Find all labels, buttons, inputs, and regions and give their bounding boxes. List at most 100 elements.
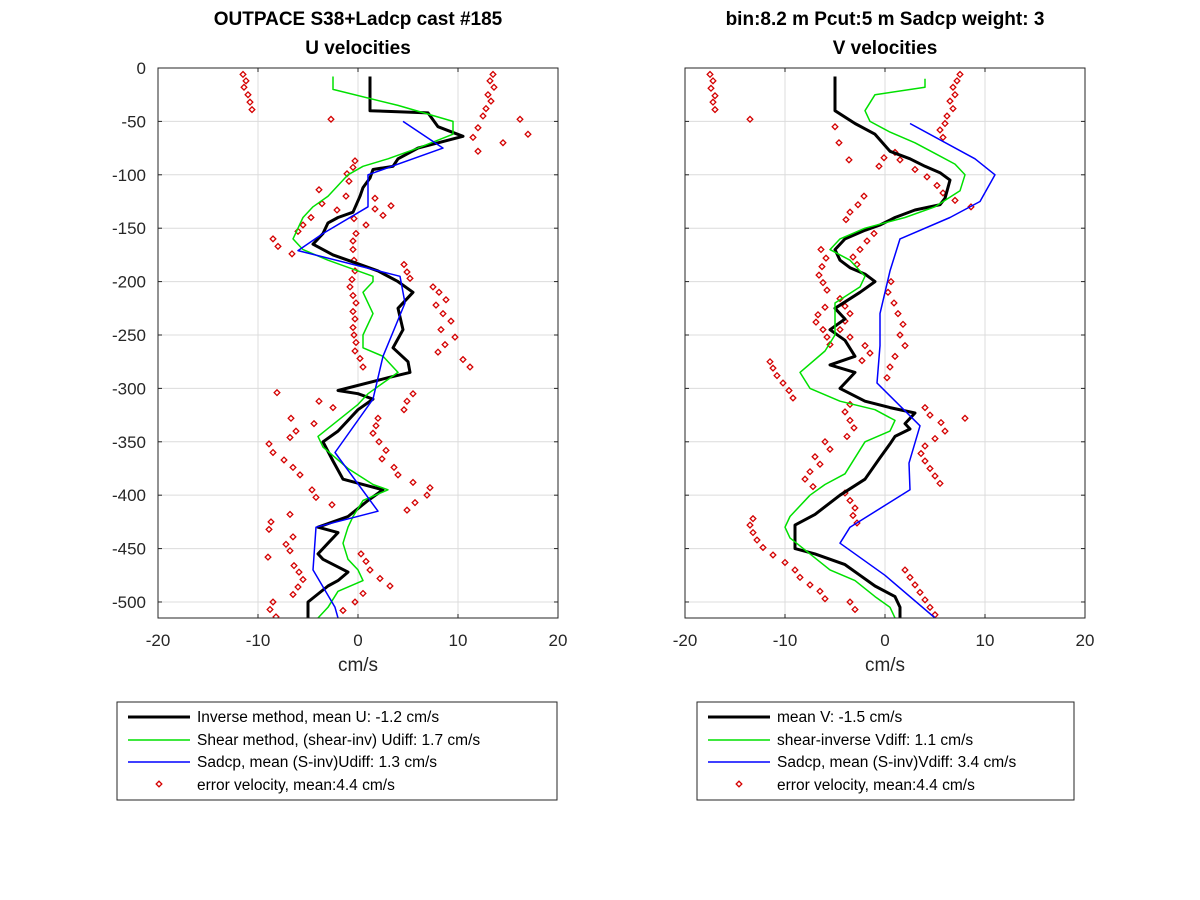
v-error-velocity-point xyxy=(926,464,934,473)
v-inverse-line xyxy=(793,76,952,618)
v-error-velocity-point xyxy=(711,92,719,100)
u-error-velocity-point xyxy=(333,206,341,214)
v-error-velocity-point xyxy=(846,309,854,318)
u-error-velocity-point xyxy=(307,213,315,222)
u-x-tick-label: 10 xyxy=(449,631,468,650)
u-error-velocity-point xyxy=(490,83,498,91)
u-error-velocity-point xyxy=(374,414,382,423)
u-plot-area xyxy=(239,70,532,618)
v-error-velocity-point xyxy=(846,333,854,341)
v-error-velocity-point xyxy=(916,588,924,597)
u-error-velocity-point xyxy=(469,133,477,142)
v-error-velocity-point xyxy=(822,254,830,262)
u-error-velocity-point xyxy=(244,90,252,99)
u-error-velocity-point xyxy=(362,557,370,566)
v-x-tick-label: 0 xyxy=(880,631,889,650)
u-panel-title-line2: U velocities xyxy=(305,38,411,59)
v-error-velocity-point xyxy=(846,496,854,505)
v-legend-label-sadcp: Sadcp, mean (S-inv)Vdiff: 3.4 cm/s xyxy=(777,754,1016,771)
v-error-velocity-point xyxy=(931,472,939,480)
v-error-velocity-point xyxy=(858,356,866,365)
u-error-velocity-point xyxy=(372,422,380,430)
u-error-velocity-point xyxy=(411,498,419,507)
v-error-velocity-point xyxy=(789,394,797,402)
v-error-velocity-point xyxy=(821,595,829,603)
v-error-velocity-point xyxy=(746,115,754,124)
u-error-velocity-point xyxy=(366,566,374,574)
v-legend-label-error: error velocity, mean:4.4 cm/s xyxy=(777,777,975,794)
v-error-velocity-point xyxy=(849,511,857,520)
v-error-velocity-point xyxy=(870,229,878,238)
v-error-velocity-point xyxy=(937,418,945,427)
v-error-velocity-point xyxy=(949,104,957,113)
v-error-velocity-point xyxy=(861,341,869,350)
u-error-velocity-point xyxy=(439,309,447,318)
v-error-velocity-point xyxy=(843,432,851,441)
u-error-velocity-point xyxy=(273,388,281,397)
u-error-velocity-point xyxy=(403,397,411,405)
v-error-velocity-point xyxy=(711,105,719,114)
v-error-velocity-point xyxy=(891,352,899,361)
v-error-velocity-point xyxy=(851,504,859,512)
u-sadcp-line xyxy=(297,120,444,618)
u-y-tick-label: -100 xyxy=(112,166,146,185)
v-error-velocity-point xyxy=(709,98,717,106)
u-error-velocity-point xyxy=(378,455,386,463)
v-x-tick-label: -20 xyxy=(673,631,698,650)
u-error-velocity-point xyxy=(349,291,357,300)
v-x-tick-label: 20 xyxy=(1076,631,1095,650)
v-error-velocity-point xyxy=(896,331,904,339)
v-error-velocity-point xyxy=(854,200,862,209)
v-error-velocity-point xyxy=(806,467,814,476)
v-error-velocity-point xyxy=(911,165,919,174)
v-error-velocity-point xyxy=(880,153,888,162)
v-error-velocity-point xyxy=(951,90,959,99)
v-error-velocity-point xyxy=(939,189,947,197)
v-error-velocity-point xyxy=(781,558,789,567)
u-error-velocity-point xyxy=(359,363,367,371)
v-x-tick-label: 10 xyxy=(976,631,995,650)
v-error-velocity-point xyxy=(826,445,834,454)
v-panel-title-line1: bin:8.2 m Pcut:5 m Sadcp weight: 3 xyxy=(726,9,1045,30)
v-x-tick-label: -10 xyxy=(773,631,798,650)
u-error-velocity-point xyxy=(312,493,320,502)
v-error-velocity-point xyxy=(883,373,891,382)
v-error-velocity-point xyxy=(801,475,809,483)
v-panel-title-line2: V velocities xyxy=(833,38,938,59)
v-error-velocity-point xyxy=(863,237,871,245)
u-x-tick-label: 0 xyxy=(353,631,362,650)
u-error-velocity-point xyxy=(289,590,297,599)
u-error-velocity-point xyxy=(351,157,359,165)
u-error-velocity-point xyxy=(240,83,248,91)
u-y-tick-label: -350 xyxy=(112,433,146,452)
v-error-velocity-point xyxy=(923,173,931,181)
u-legend-swatch-error xyxy=(155,780,163,788)
v-error-velocity-point xyxy=(886,363,894,371)
u-error-velocity-point xyxy=(382,446,390,455)
v-legend-swatch-error xyxy=(735,780,743,788)
v-legend-label-shear: shear-inverse Vdiff: 1.1 cm/s xyxy=(777,732,973,749)
u-error-velocity-point xyxy=(487,97,495,105)
v-error-velocity-point xyxy=(851,605,859,614)
u-error-velocity-point xyxy=(282,540,290,549)
u-error-velocity-point xyxy=(351,598,359,606)
u-error-velocity-point xyxy=(516,115,524,124)
u-error-velocity-point xyxy=(299,575,307,584)
v-shear-line xyxy=(784,78,966,618)
v-error-velocity-point xyxy=(849,253,857,261)
v-error-velocity-point xyxy=(956,70,964,79)
u-error-velocity-point xyxy=(289,533,297,541)
v-error-velocity-point xyxy=(921,457,929,465)
v-error-velocity-point xyxy=(921,596,929,604)
u-error-velocity-point xyxy=(482,104,490,113)
u-error-velocity-point xyxy=(434,348,442,356)
u-error-velocity-point xyxy=(287,414,295,423)
u-error-velocity-point xyxy=(447,317,455,325)
v-error-velocity-point xyxy=(814,310,822,319)
u-x-tick-label: 20 xyxy=(549,631,568,650)
v-error-velocity-point xyxy=(831,122,839,131)
v-error-velocity-point xyxy=(753,536,761,544)
u-error-velocity-point xyxy=(352,338,360,347)
v-error-velocity-point xyxy=(821,438,829,446)
